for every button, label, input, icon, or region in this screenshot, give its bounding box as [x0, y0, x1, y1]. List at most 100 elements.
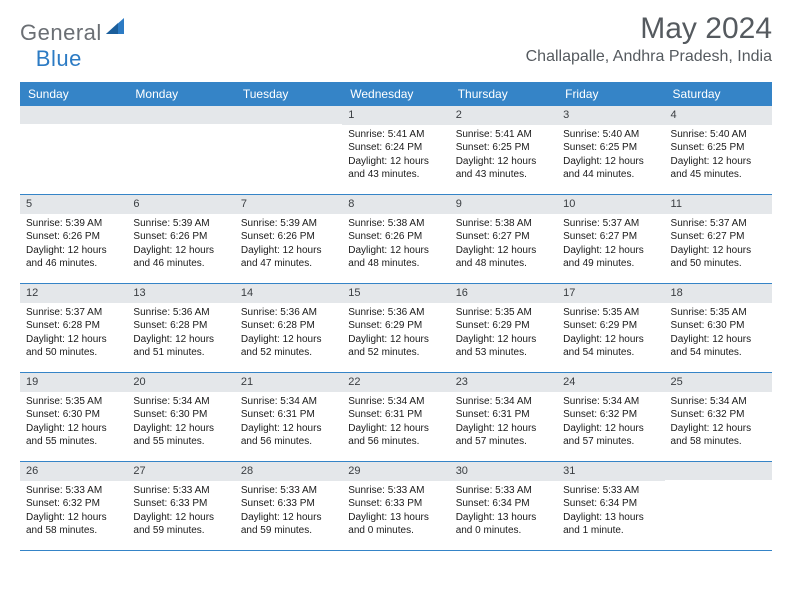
daylight-text: and 54 minutes. [563, 346, 658, 360]
day-body: Sunrise: 5:39 AMSunset: 6:26 PMDaylight:… [127, 214, 234, 275]
day-cell: 7Sunrise: 5:39 AMSunset: 6:26 PMDaylight… [235, 195, 342, 283]
sunset-text: Sunset: 6:31 PM [241, 408, 336, 422]
day-number: 14 [235, 284, 342, 303]
daylight-text: and 46 minutes. [26, 257, 121, 271]
daylight-text: and 52 minutes. [241, 346, 336, 360]
day-number: 1 [342, 106, 449, 125]
day-body: Sunrise: 5:40 AMSunset: 6:25 PMDaylight:… [557, 125, 664, 186]
day-cell: 9Sunrise: 5:38 AMSunset: 6:27 PMDaylight… [450, 195, 557, 283]
day-cell: 10Sunrise: 5:37 AMSunset: 6:27 PMDayligh… [557, 195, 664, 283]
daylight-text: and 1 minute. [563, 524, 658, 538]
sunrise-text: Sunrise: 5:34 AM [671, 395, 766, 409]
day-number: 9 [450, 195, 557, 214]
daylight-text: and 58 minutes. [26, 524, 121, 538]
day-number: 2 [450, 106, 557, 125]
daylight-text: Daylight: 12 hours [26, 511, 121, 525]
brand-text-blue: Blue [36, 46, 82, 72]
sunrise-text: Sunrise: 5:36 AM [348, 306, 443, 320]
day-cell: 31Sunrise: 5:33 AMSunset: 6:34 PMDayligh… [557, 462, 664, 550]
sunset-text: Sunset: 6:27 PM [671, 230, 766, 244]
daylight-text: Daylight: 12 hours [671, 244, 766, 258]
day-number: 4 [665, 106, 772, 125]
day-number: 25 [665, 373, 772, 392]
day-cell: 16Sunrise: 5:35 AMSunset: 6:29 PMDayligh… [450, 284, 557, 372]
daylight-text: Daylight: 12 hours [456, 155, 551, 169]
sunrise-text: Sunrise: 5:38 AM [348, 217, 443, 231]
day-number: 28 [235, 462, 342, 481]
weeks-container: 1Sunrise: 5:41 AMSunset: 6:24 PMDaylight… [20, 106, 772, 551]
day-number: 31 [557, 462, 664, 481]
daylight-text: Daylight: 12 hours [133, 511, 228, 525]
day-number: 23 [450, 373, 557, 392]
daylight-text: Daylight: 12 hours [241, 511, 336, 525]
day-cell: 5Sunrise: 5:39 AMSunset: 6:26 PMDaylight… [20, 195, 127, 283]
daylight-text: Daylight: 12 hours [26, 422, 121, 436]
day-number: 29 [342, 462, 449, 481]
day-body: Sunrise: 5:34 AMSunset: 6:31 PMDaylight:… [342, 392, 449, 453]
sunset-text: Sunset: 6:29 PM [348, 319, 443, 333]
daylight-text: Daylight: 12 hours [671, 155, 766, 169]
sunset-text: Sunset: 6:32 PM [26, 497, 121, 511]
daylight-text: Daylight: 12 hours [26, 244, 121, 258]
sunrise-text: Sunrise: 5:37 AM [563, 217, 658, 231]
daylight-text: and 0 minutes. [456, 524, 551, 538]
sunset-text: Sunset: 6:28 PM [26, 319, 121, 333]
empty-day-cell [235, 106, 342, 194]
sunset-text: Sunset: 6:27 PM [563, 230, 658, 244]
day-cell: 2Sunrise: 5:41 AMSunset: 6:25 PMDaylight… [450, 106, 557, 194]
sunrise-text: Sunrise: 5:34 AM [241, 395, 336, 409]
day-cell: 30Sunrise: 5:33 AMSunset: 6:34 PMDayligh… [450, 462, 557, 550]
day-body: Sunrise: 5:33 AMSunset: 6:33 PMDaylight:… [127, 481, 234, 542]
month-title: May 2024 [526, 12, 772, 46]
sunrise-text: Sunrise: 5:33 AM [563, 484, 658, 498]
day-number: 21 [235, 373, 342, 392]
daylight-text: Daylight: 12 hours [241, 244, 336, 258]
day-cell: 24Sunrise: 5:34 AMSunset: 6:32 PMDayligh… [557, 373, 664, 461]
day-cell: 22Sunrise: 5:34 AMSunset: 6:31 PMDayligh… [342, 373, 449, 461]
day-number: 26 [20, 462, 127, 481]
sunset-text: Sunset: 6:26 PM [241, 230, 336, 244]
empty-day-number-bar [665, 462, 772, 480]
weekday-header: Thursday [450, 82, 557, 106]
sunrise-text: Sunrise: 5:38 AM [456, 217, 551, 231]
daylight-text: Daylight: 12 hours [348, 333, 443, 347]
day-number: 17 [557, 284, 664, 303]
day-body: Sunrise: 5:37 AMSunset: 6:27 PMDaylight:… [665, 214, 772, 275]
sunset-text: Sunset: 6:30 PM [26, 408, 121, 422]
day-body: Sunrise: 5:36 AMSunset: 6:29 PMDaylight:… [342, 303, 449, 364]
weekday-header-row: Sunday Monday Tuesday Wednesday Thursday… [20, 82, 772, 106]
weekday-header: Wednesday [342, 82, 449, 106]
brand-text-general: General [20, 20, 102, 46]
day-body: Sunrise: 5:41 AMSunset: 6:24 PMDaylight:… [342, 125, 449, 186]
day-body: Sunrise: 5:35 AMSunset: 6:29 PMDaylight:… [450, 303, 557, 364]
day-number: 12 [20, 284, 127, 303]
sunset-text: Sunset: 6:28 PM [241, 319, 336, 333]
day-number: 16 [450, 284, 557, 303]
daylight-text: Daylight: 12 hours [26, 333, 121, 347]
week-row: 12Sunrise: 5:37 AMSunset: 6:28 PMDayligh… [20, 284, 772, 373]
day-cell: 21Sunrise: 5:34 AMSunset: 6:31 PMDayligh… [235, 373, 342, 461]
day-body: Sunrise: 5:39 AMSunset: 6:26 PMDaylight:… [235, 214, 342, 275]
sunset-text: Sunset: 6:25 PM [671, 141, 766, 155]
daylight-text: Daylight: 13 hours [456, 511, 551, 525]
day-number: 10 [557, 195, 664, 214]
daylight-text: and 52 minutes. [348, 346, 443, 360]
sunset-text: Sunset: 6:32 PM [563, 408, 658, 422]
daylight-text: and 54 minutes. [671, 346, 766, 360]
day-number: 5 [20, 195, 127, 214]
day-body: Sunrise: 5:34 AMSunset: 6:32 PMDaylight:… [665, 392, 772, 453]
sunset-text: Sunset: 6:29 PM [456, 319, 551, 333]
daylight-text: Daylight: 12 hours [563, 333, 658, 347]
day-body: Sunrise: 5:34 AMSunset: 6:32 PMDaylight:… [557, 392, 664, 453]
sunrise-text: Sunrise: 5:33 AM [348, 484, 443, 498]
day-cell: 13Sunrise: 5:36 AMSunset: 6:28 PMDayligh… [127, 284, 234, 372]
weekday-header: Saturday [665, 82, 772, 106]
day-body: Sunrise: 5:38 AMSunset: 6:26 PMDaylight:… [342, 214, 449, 275]
sunset-text: Sunset: 6:26 PM [348, 230, 443, 244]
daylight-text: Daylight: 12 hours [133, 422, 228, 436]
daylight-text: and 50 minutes. [671, 257, 766, 271]
day-number: 30 [450, 462, 557, 481]
brand-logo: General [20, 20, 128, 46]
day-cell: 29Sunrise: 5:33 AMSunset: 6:33 PMDayligh… [342, 462, 449, 550]
day-cell: 15Sunrise: 5:36 AMSunset: 6:29 PMDayligh… [342, 284, 449, 372]
